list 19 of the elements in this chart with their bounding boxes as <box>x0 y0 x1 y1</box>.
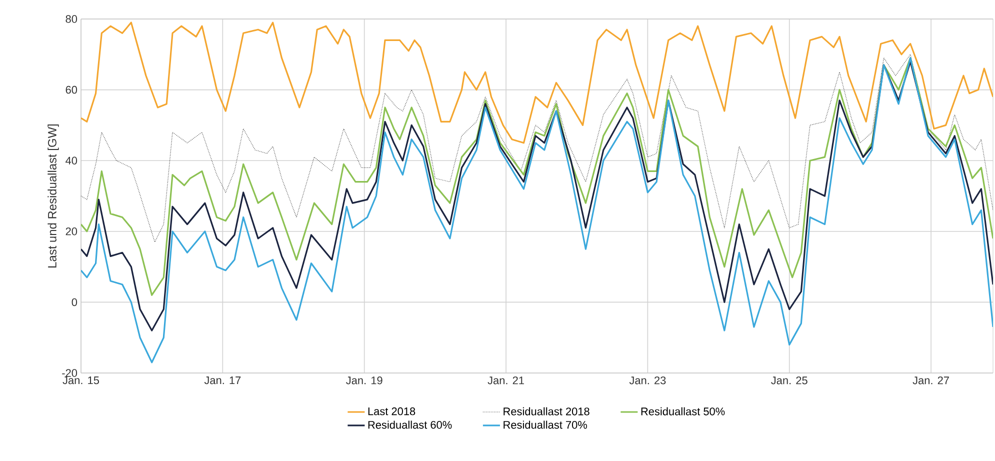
x-tick-label: Jan. 15 <box>62 376 100 384</box>
legend-label: Last 2018 <box>368 407 416 416</box>
y-tick-label: 0 <box>72 298 78 306</box>
x-tick-label: Jan. 17 <box>204 376 241 384</box>
x-tick-label: Jan. 25 <box>771 376 808 384</box>
legend-label: Residuallast 70% <box>504 420 587 429</box>
y-tick-label: 60 <box>66 86 78 94</box>
x-tick-label: Jan. 21 <box>488 376 524 384</box>
x-tick-label: Jan. 19 <box>346 376 382 384</box>
legend-label: Residuallast 2018 <box>504 407 590 416</box>
y-tick-label: 40 <box>66 156 78 164</box>
legend-label: Residuallast 50% <box>641 407 725 416</box>
y-tick-label: -20 <box>62 369 78 377</box>
legend-label: Residuallast 60% <box>368 420 452 429</box>
y-tick-label: 80 <box>66 15 78 23</box>
y-tick-label: 20 <box>66 228 78 236</box>
y-axis-title: Last und Residuallast [GW] <box>48 124 59 268</box>
x-tick-label: Jan. 23 <box>629 376 666 384</box>
x-tick-label: Jan. 27 <box>912 376 949 384</box>
